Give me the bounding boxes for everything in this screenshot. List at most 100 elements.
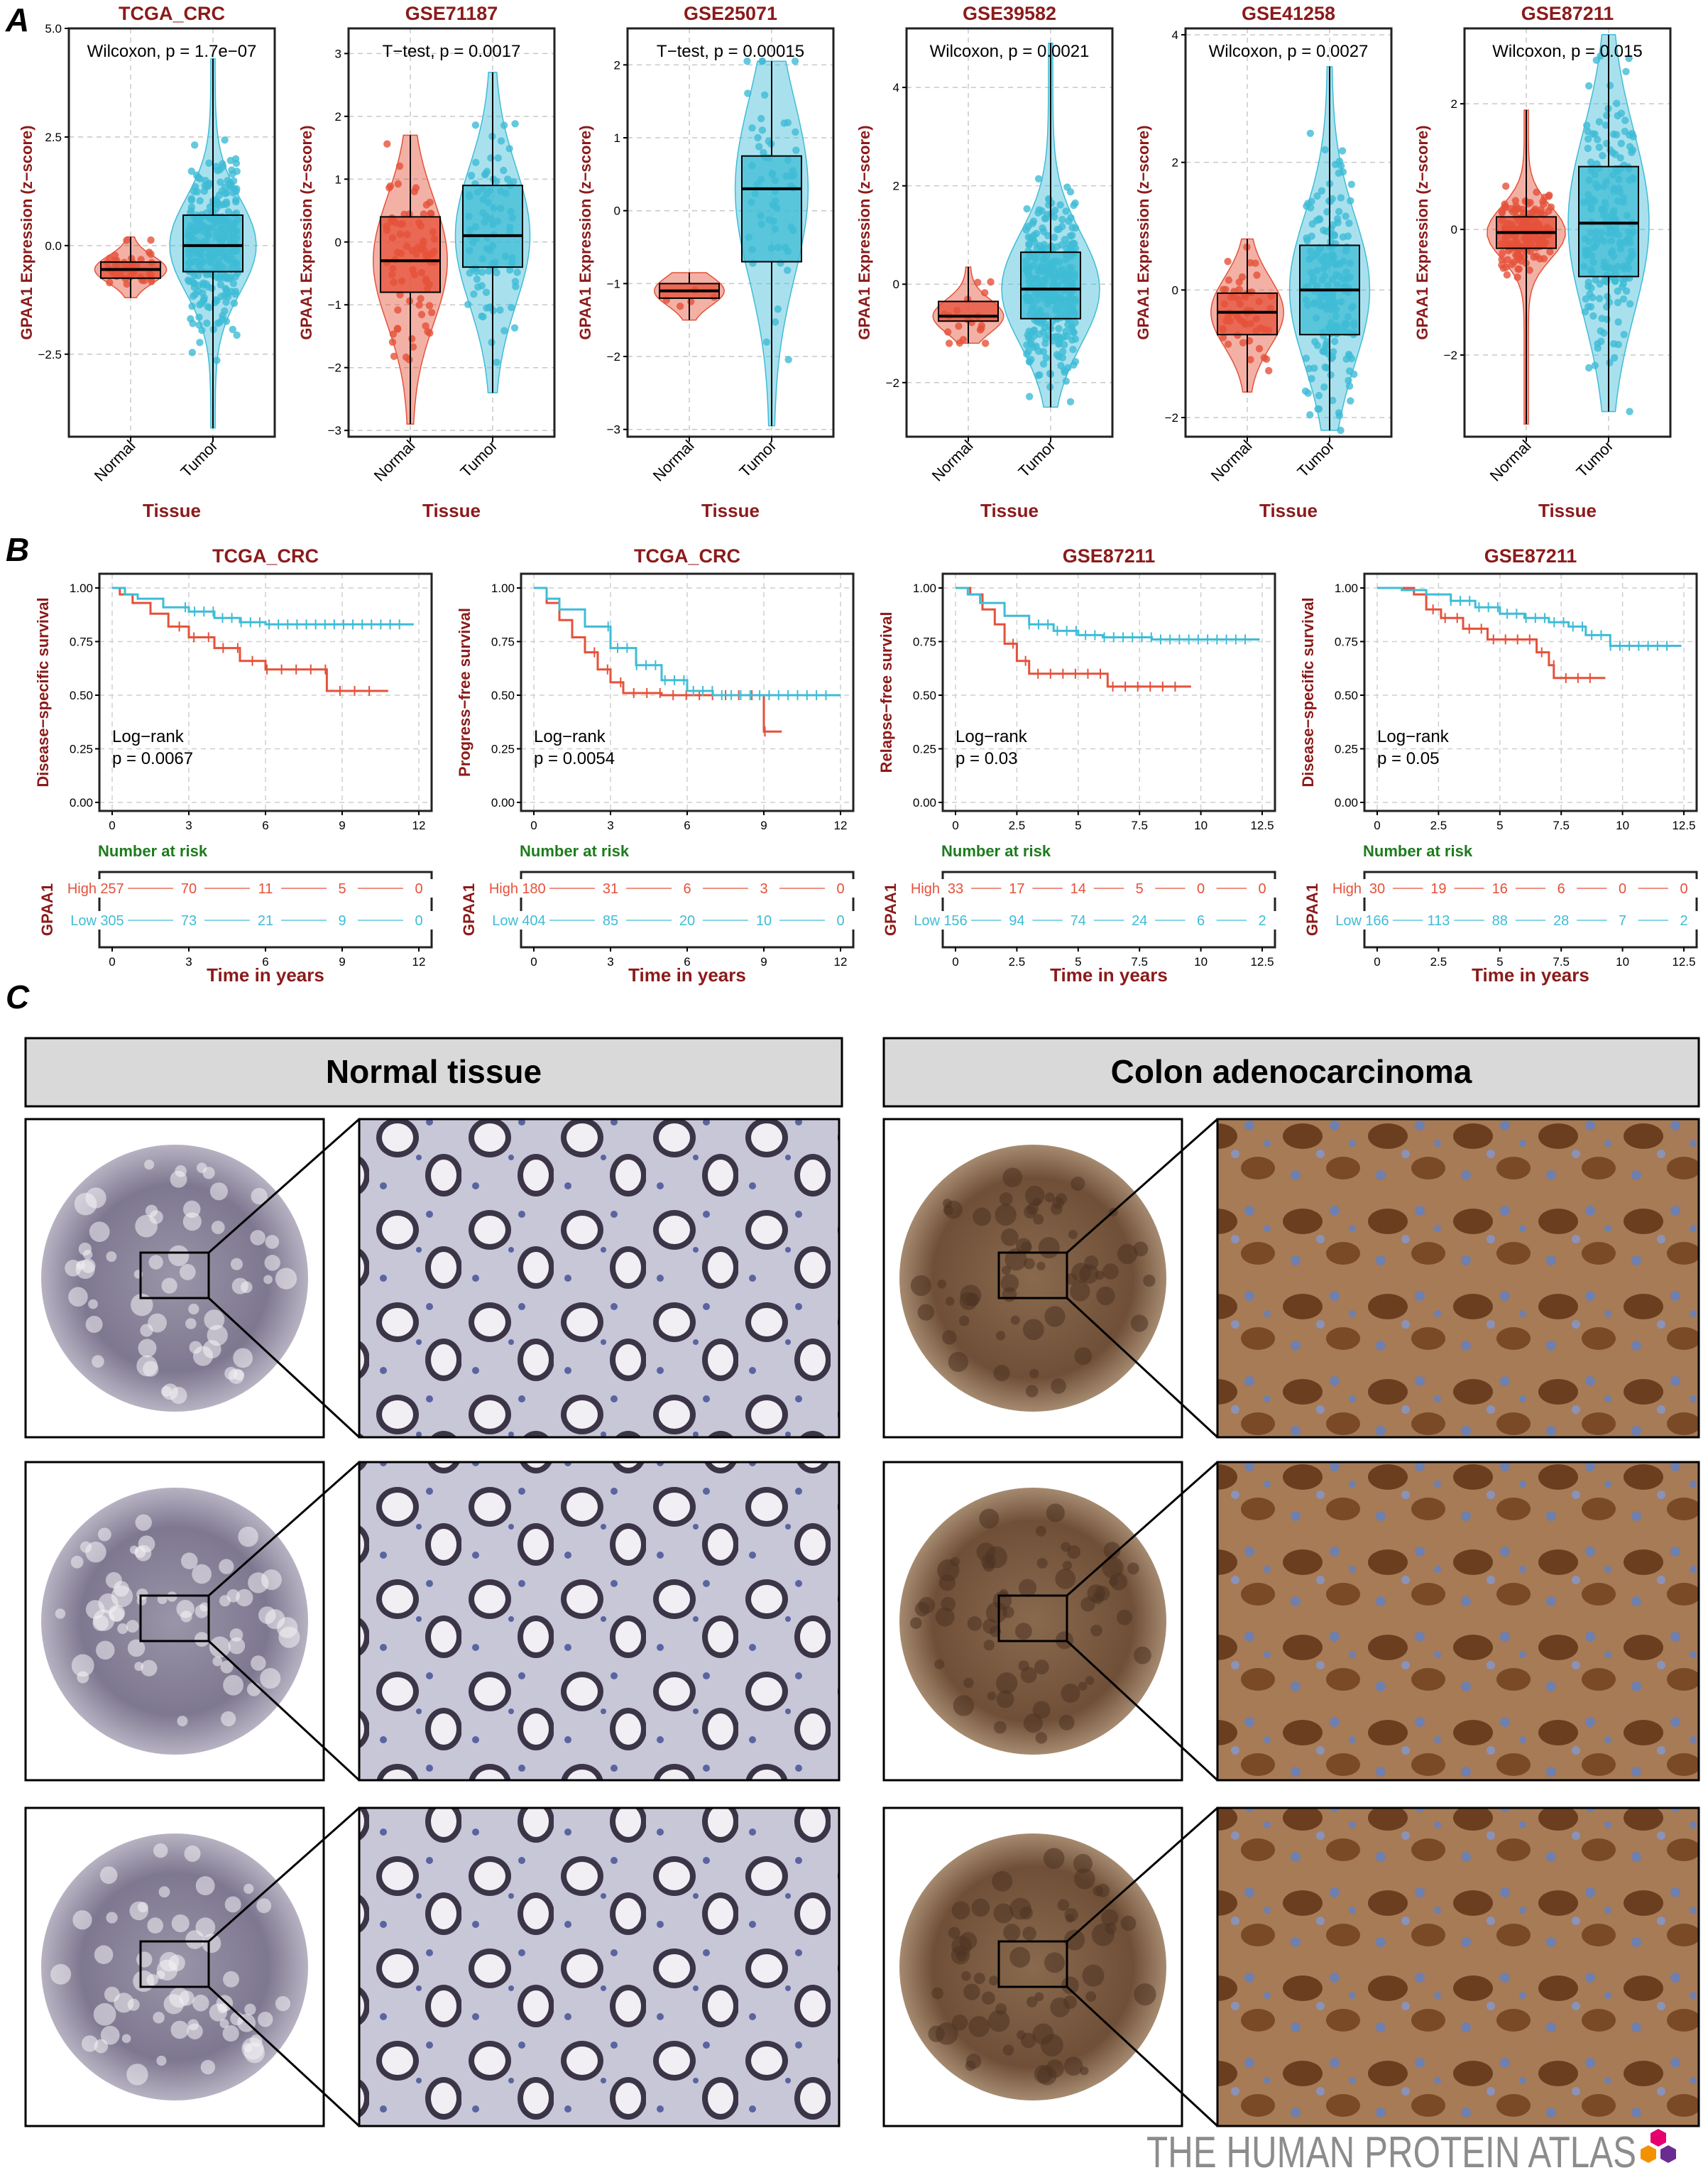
y-axis-label: GPAA1 Expression (z−score) — [855, 125, 873, 339]
risk-count: 257 — [100, 881, 124, 897]
tissue-texture — [914, 1601, 930, 1617]
risk-count-background — [173, 911, 204, 930]
data-point-normal — [676, 303, 684, 310]
tissue-texture — [80, 1541, 92, 1553]
data-point-normal — [956, 339, 964, 347]
y-axis-label: Progress−free survival — [456, 608, 473, 777]
x-axis-label: Time in years — [1472, 964, 1589, 986]
tissue-texture — [1032, 2023, 1054, 2045]
y-tick-label: 0 — [335, 236, 341, 249]
tissue-texture — [141, 1659, 158, 1677]
risk-x-tick-label: 9 — [339, 955, 345, 969]
risk-count: 0 — [415, 913, 422, 929]
risk-count-background — [1668, 879, 1699, 898]
data-point-tumor — [187, 315, 195, 323]
p-value: p = 0.0054 — [534, 749, 615, 768]
data-point-tumor — [1042, 334, 1050, 342]
data-point-tumor — [1347, 197, 1354, 205]
strata-title: GPAA1 — [882, 883, 899, 936]
y-tick-label: 0.75 — [1335, 636, 1358, 649]
risk-count: 404 — [522, 913, 545, 929]
data-point-tumor — [1329, 221, 1337, 229]
tissue-texture — [995, 1204, 1017, 1226]
risk-count-background — [1185, 911, 1217, 930]
zoom-connector — [1066, 1640, 1219, 1782]
tissue-texture — [219, 1559, 234, 1574]
x-tick-label: 6 — [262, 819, 268, 832]
tissue-texture — [194, 1632, 209, 1647]
tissue-texture — [935, 1607, 955, 1627]
data-point-normal — [945, 339, 953, 347]
chart-title: GSE87211 — [1521, 3, 1614, 24]
data-point-normal — [1511, 197, 1520, 205]
risk-count: 31 — [603, 881, 618, 897]
data-point-tumor — [1308, 375, 1315, 383]
data-point-tumor — [1596, 295, 1604, 303]
tissue-texture — [1052, 1197, 1065, 1209]
data-point-tumor — [196, 339, 204, 347]
data-point-tumor — [214, 320, 221, 327]
risk-count-background — [1124, 879, 1156, 898]
data-point-tumor — [1603, 315, 1611, 323]
box-tumor — [182, 214, 243, 273]
risk-count: 7 — [1619, 913, 1626, 929]
tissue-texture — [971, 1898, 990, 1917]
tissue-texture — [222, 2024, 239, 2042]
plot-frame — [941, 572, 1276, 812]
data-point-normal — [987, 278, 995, 286]
risk-count: 2 — [1258, 913, 1266, 929]
data-point-tumor — [1584, 135, 1592, 143]
data-point-tumor — [1327, 371, 1335, 379]
x-axis-label: Tissue — [980, 500, 1039, 521]
y-tick-label: 0.25 — [913, 743, 936, 756]
risk-count-background — [1247, 879, 1278, 898]
tissue-texture — [963, 1983, 980, 2000]
data-point-tumor — [1062, 207, 1070, 215]
data-point-tumor — [1609, 148, 1617, 157]
risk-count: 9 — [338, 913, 346, 929]
data-point-tumor — [221, 307, 229, 315]
data-point-tumor — [187, 196, 196, 205]
data-point-tumor — [1597, 327, 1604, 335]
risk-count-background — [1545, 911, 1577, 930]
data-point-tumor — [1068, 336, 1076, 344]
y-tick-label: 1.00 — [1335, 582, 1358, 595]
tissue-texture — [1066, 1272, 1078, 1285]
test-label: T−test, p = 0.0017 — [383, 42, 521, 61]
data-point-tumor — [466, 269, 473, 277]
km-plot-3: GSE87211 Log−rank p = 0.03 0.00 0.25 0.50 0.75… — [877, 545, 1278, 986]
risk-count: 24 — [1132, 913, 1147, 929]
data-point-tumor — [1023, 350, 1031, 358]
boxplot-3: GSE25071 T−test, p = 0.00015 2 1 0 −1 −2 −3 Norm… — [576, 3, 835, 521]
risk-count: 6 — [1558, 881, 1565, 897]
risk-count: 5 — [1136, 881, 1144, 897]
tissue-texture — [1036, 1557, 1048, 1569]
data-point-tumor — [1614, 318, 1622, 326]
logrank-label: Log−rank — [956, 727, 1028, 746]
risk-count-background — [1062, 879, 1094, 898]
y-tick-label: 2 — [1172, 156, 1178, 170]
data-point-tumor — [1306, 129, 1315, 137]
data-point-tumor — [1628, 148, 1636, 156]
tissue-texture — [265, 1235, 280, 1249]
data-point-tumor — [1616, 154, 1624, 162]
x-category-label: Normal — [371, 437, 419, 485]
data-point-tumor — [1614, 287, 1621, 295]
data-point-tumor — [1320, 383, 1328, 391]
data-point-normal — [427, 209, 434, 217]
tissue-texture — [1044, 1952, 1065, 1973]
risk-count-background — [825, 879, 856, 898]
data-point-tumor — [1327, 231, 1335, 239]
tissue-texture — [176, 1600, 195, 1618]
tissue-texture — [177, 1716, 188, 1727]
risk-count-background — [1545, 879, 1577, 898]
panel-label-c: C — [6, 979, 30, 1015]
x-category-label: Normal — [1208, 437, 1256, 485]
data-point-tumor — [1594, 136, 1602, 143]
risk-x-tick-label: 6 — [262, 955, 268, 969]
y-tick-label: 0.75 — [913, 636, 936, 649]
tissue-texture — [1133, 1241, 1149, 1257]
tissue-texture — [979, 1508, 1000, 1529]
data-point-tumor — [497, 137, 505, 145]
